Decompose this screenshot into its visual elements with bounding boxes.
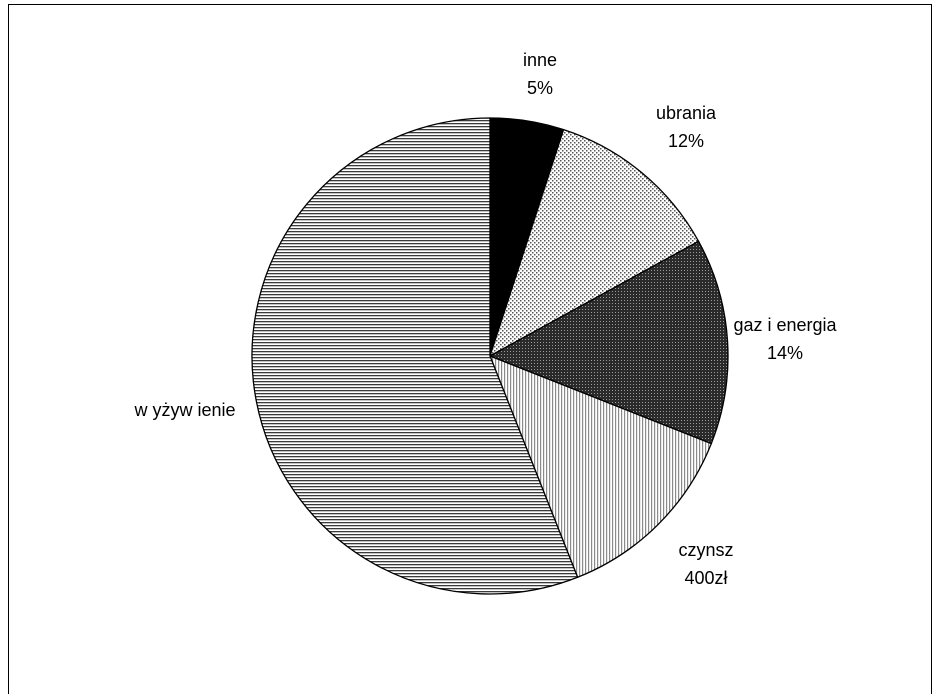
slice-label-value: 400zł bbox=[684, 568, 727, 588]
slice-label-name: ubrania bbox=[656, 103, 717, 123]
pie-chart: inne 5% ubrania 12% gaz i energia 14% czynsz 40… bbox=[133, 50, 838, 595]
pie-slice-gaz-i-energia bbox=[488, 240, 729, 445]
pie-slices bbox=[251, 117, 729, 595]
slice-label-name: gaz i energia bbox=[733, 315, 837, 335]
slice-label-name: w yżyw ienie bbox=[133, 400, 235, 420]
chart-frame bbox=[8, 4, 932, 694]
slice-label-name: czynsz bbox=[678, 540, 733, 560]
pie-slice-czynsz bbox=[488, 354, 713, 579]
pie-labels: inne 5% ubrania 12% gaz i energia 14% czynsz 40… bbox=[133, 50, 837, 588]
pie-slice-ubrania bbox=[488, 128, 700, 358]
slice-label-value: 14% bbox=[767, 343, 803, 363]
pie-slice-w-yżyw-ienie bbox=[251, 117, 579, 595]
slice-label-value: 12% bbox=[668, 131, 704, 151]
slice-label-name: inne bbox=[523, 50, 557, 70]
slice-label-value: 5% bbox=[527, 78, 553, 98]
